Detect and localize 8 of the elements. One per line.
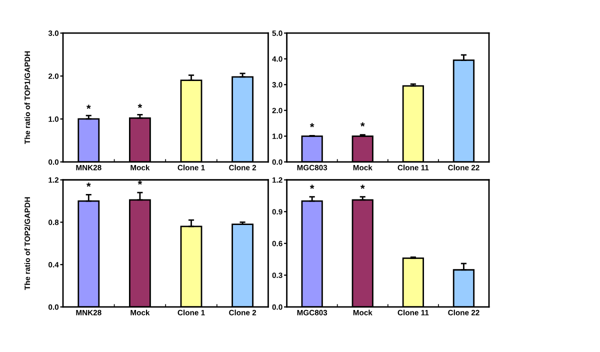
annotation: * bbox=[138, 180, 142, 185]
annotation: * bbox=[360, 122, 365, 126]
annotation: * bbox=[138, 104, 142, 108]
annotation: * bbox=[310, 123, 314, 128]
annotation: * bbox=[86, 182, 91, 187]
annotation: * bbox=[310, 184, 314, 189]
annotation: * bbox=[86, 104, 91, 109]
annotation: * bbox=[360, 184, 365, 189]
